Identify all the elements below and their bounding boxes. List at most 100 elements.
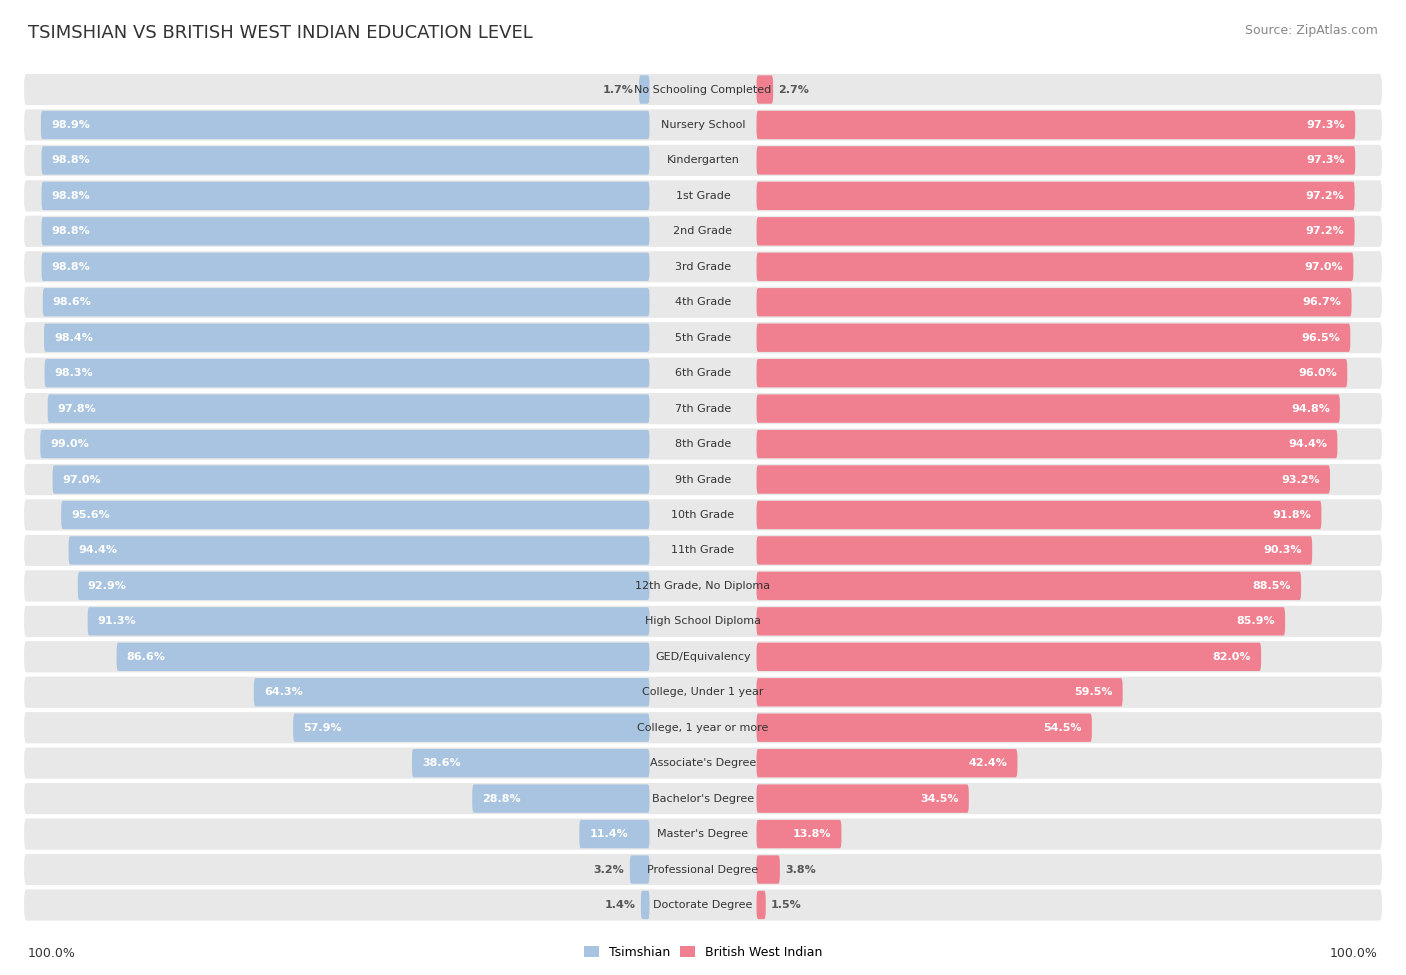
FancyBboxPatch shape	[24, 889, 1382, 920]
Text: 42.4%: 42.4%	[969, 759, 1007, 768]
FancyBboxPatch shape	[630, 855, 650, 883]
FancyBboxPatch shape	[24, 109, 1382, 140]
Text: College, Under 1 year: College, Under 1 year	[643, 687, 763, 697]
FancyBboxPatch shape	[756, 430, 1337, 458]
FancyBboxPatch shape	[756, 217, 1354, 246]
Text: 98.8%: 98.8%	[52, 191, 90, 201]
FancyBboxPatch shape	[756, 146, 1355, 175]
FancyBboxPatch shape	[62, 501, 650, 529]
Text: Kindergarten: Kindergarten	[666, 155, 740, 166]
Text: 98.8%: 98.8%	[52, 155, 90, 166]
Text: Nursery School: Nursery School	[661, 120, 745, 130]
FancyBboxPatch shape	[24, 677, 1382, 708]
FancyBboxPatch shape	[42, 253, 650, 281]
Text: 94.4%: 94.4%	[79, 545, 118, 556]
Text: 94.4%: 94.4%	[1288, 439, 1327, 449]
Text: 97.2%: 97.2%	[1306, 191, 1344, 201]
FancyBboxPatch shape	[472, 785, 650, 813]
Text: 2nd Grade: 2nd Grade	[673, 226, 733, 236]
Text: 5th Grade: 5th Grade	[675, 332, 731, 342]
Text: 96.7%: 96.7%	[1302, 297, 1341, 307]
Text: 98.8%: 98.8%	[52, 262, 90, 272]
Text: 2.7%: 2.7%	[779, 85, 810, 95]
Text: 93.2%: 93.2%	[1281, 475, 1320, 485]
Text: 99.0%: 99.0%	[51, 439, 89, 449]
Text: 97.0%: 97.0%	[63, 475, 101, 485]
Text: TSIMSHIAN VS BRITISH WEST INDIAN EDUCATION LEVEL: TSIMSHIAN VS BRITISH WEST INDIAN EDUCATI…	[28, 24, 533, 42]
FancyBboxPatch shape	[41, 111, 650, 139]
Text: 97.0%: 97.0%	[1305, 262, 1343, 272]
Text: 38.6%: 38.6%	[422, 759, 461, 768]
Text: 98.8%: 98.8%	[52, 226, 90, 236]
Text: 90.3%: 90.3%	[1264, 545, 1302, 556]
FancyBboxPatch shape	[41, 430, 650, 458]
Text: 97.3%: 97.3%	[1306, 155, 1346, 166]
Text: 3.8%: 3.8%	[785, 865, 815, 875]
FancyBboxPatch shape	[756, 536, 1312, 565]
FancyBboxPatch shape	[756, 465, 1330, 493]
FancyBboxPatch shape	[24, 393, 1382, 424]
FancyBboxPatch shape	[24, 358, 1382, 389]
FancyBboxPatch shape	[48, 395, 650, 423]
FancyBboxPatch shape	[579, 820, 650, 848]
Text: 98.9%: 98.9%	[51, 120, 90, 130]
FancyBboxPatch shape	[24, 145, 1382, 176]
Text: 91.8%: 91.8%	[1272, 510, 1312, 520]
FancyBboxPatch shape	[24, 428, 1382, 459]
FancyBboxPatch shape	[756, 288, 1351, 317]
FancyBboxPatch shape	[756, 607, 1285, 636]
FancyBboxPatch shape	[756, 891, 766, 919]
FancyBboxPatch shape	[24, 535, 1382, 566]
Text: Professional Degree: Professional Degree	[647, 865, 759, 875]
FancyBboxPatch shape	[756, 678, 1122, 707]
Text: 13.8%: 13.8%	[793, 829, 831, 839]
FancyBboxPatch shape	[756, 714, 1092, 742]
FancyBboxPatch shape	[756, 253, 1354, 281]
Text: 57.9%: 57.9%	[304, 722, 342, 732]
Text: 86.6%: 86.6%	[127, 652, 166, 662]
FancyBboxPatch shape	[45, 359, 650, 387]
Text: 97.2%: 97.2%	[1306, 226, 1344, 236]
Text: 64.3%: 64.3%	[264, 687, 302, 697]
Text: 34.5%: 34.5%	[921, 794, 959, 803]
Text: 11th Grade: 11th Grade	[672, 545, 734, 556]
FancyBboxPatch shape	[756, 395, 1340, 423]
FancyBboxPatch shape	[24, 215, 1382, 247]
FancyBboxPatch shape	[24, 748, 1382, 779]
Text: No Schooling Completed: No Schooling Completed	[634, 85, 772, 95]
FancyBboxPatch shape	[254, 678, 650, 707]
FancyBboxPatch shape	[42, 288, 650, 317]
FancyBboxPatch shape	[52, 465, 650, 493]
FancyBboxPatch shape	[44, 324, 650, 352]
Text: 8th Grade: 8th Grade	[675, 439, 731, 449]
FancyBboxPatch shape	[756, 359, 1347, 387]
Text: 3rd Grade: 3rd Grade	[675, 262, 731, 272]
Text: 94.8%: 94.8%	[1291, 404, 1330, 413]
Text: 6th Grade: 6th Grade	[675, 369, 731, 378]
FancyBboxPatch shape	[756, 111, 1355, 139]
FancyBboxPatch shape	[756, 75, 773, 103]
Text: 91.3%: 91.3%	[97, 616, 136, 626]
Text: 88.5%: 88.5%	[1253, 581, 1291, 591]
Text: High School Diploma: High School Diploma	[645, 616, 761, 626]
Text: 12th Grade, No Diploma: 12th Grade, No Diploma	[636, 581, 770, 591]
Text: College, 1 year or more: College, 1 year or more	[637, 722, 769, 732]
Text: 4th Grade: 4th Grade	[675, 297, 731, 307]
FancyBboxPatch shape	[24, 854, 1382, 885]
Text: 98.3%: 98.3%	[55, 369, 93, 378]
FancyBboxPatch shape	[87, 607, 650, 636]
FancyBboxPatch shape	[24, 818, 1382, 849]
Text: Associate's Degree: Associate's Degree	[650, 759, 756, 768]
Text: 54.5%: 54.5%	[1043, 722, 1081, 732]
FancyBboxPatch shape	[756, 820, 841, 848]
Text: 97.3%: 97.3%	[1306, 120, 1346, 130]
Text: 3.2%: 3.2%	[593, 865, 624, 875]
FancyBboxPatch shape	[24, 287, 1382, 318]
Text: 28.8%: 28.8%	[482, 794, 522, 803]
FancyBboxPatch shape	[42, 146, 650, 175]
Text: 1st Grade: 1st Grade	[676, 191, 730, 201]
FancyBboxPatch shape	[294, 714, 650, 742]
Text: 100.0%: 100.0%	[28, 947, 76, 960]
Text: 1.5%: 1.5%	[770, 900, 801, 910]
FancyBboxPatch shape	[24, 322, 1382, 353]
